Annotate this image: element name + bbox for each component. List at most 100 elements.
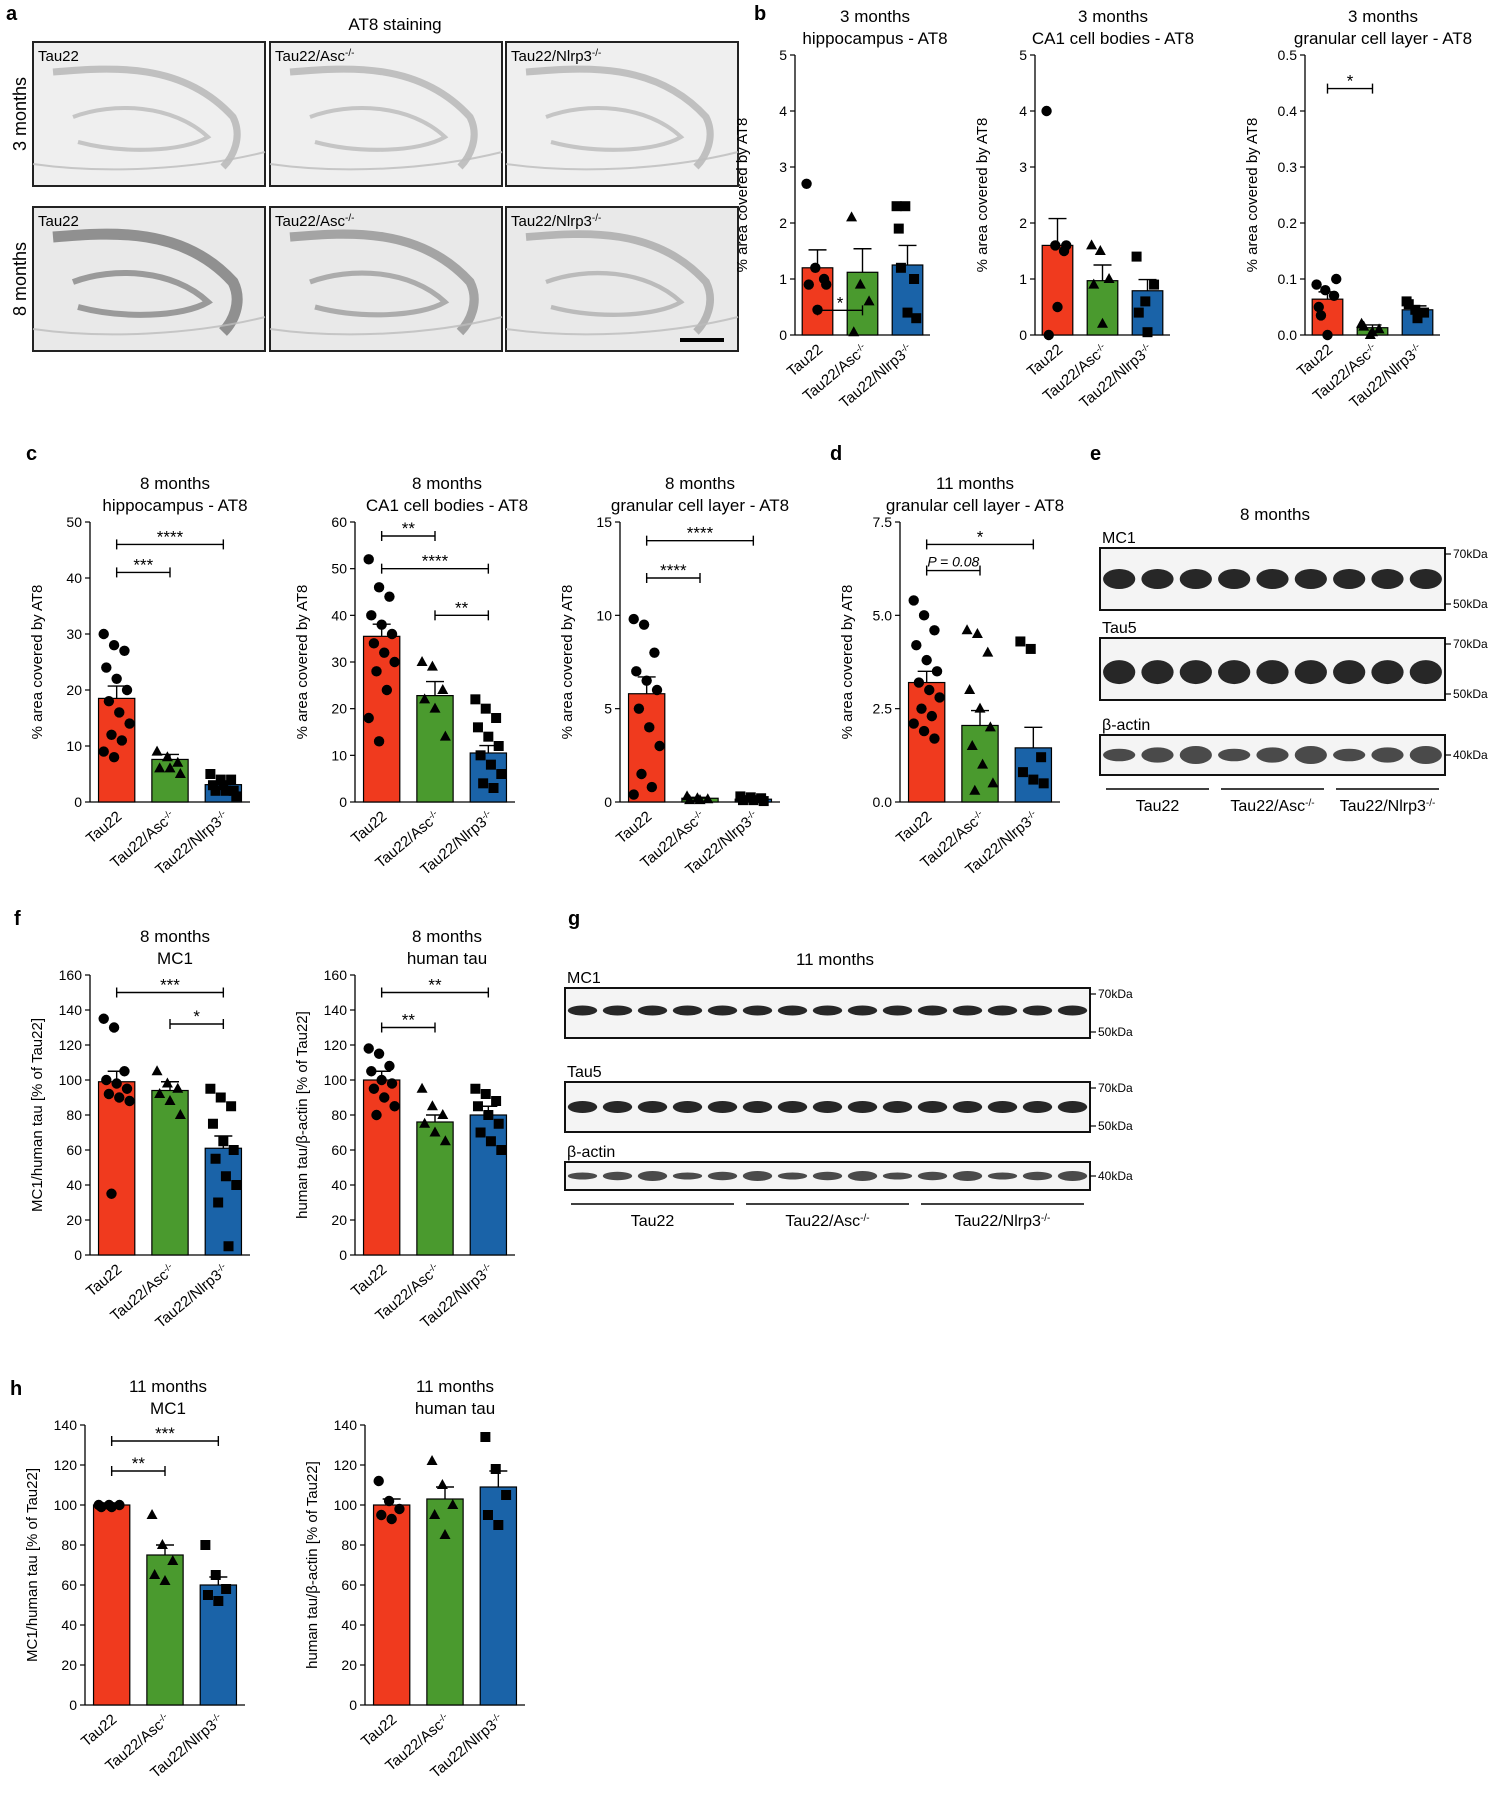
data-point [231, 1180, 242, 1190]
data-point [366, 610, 377, 621]
micrograph-genotype-label: Tau22/Nlrp3-/- [511, 213, 601, 231]
data-point [111, 673, 122, 684]
blot-band [987, 1172, 1018, 1180]
data-point [748, 795, 759, 806]
data-point [228, 1145, 239, 1155]
panel-label-e: e [1090, 443, 1101, 465]
data-point [1140, 296, 1151, 307]
blot-band [1141, 747, 1174, 763]
data-point [381, 684, 393, 696]
data-point [103, 1088, 115, 1100]
data-point [924, 684, 935, 696]
data-point [164, 762, 176, 773]
data-point [974, 702, 986, 713]
y-tick-label: 40 [61, 1617, 77, 1633]
y-tick-label: 120 [54, 1457, 78, 1473]
blot-band [1256, 569, 1289, 589]
blot-band [777, 1172, 808, 1180]
panel-a-row-label: 8 months [10, 242, 30, 316]
y-tick-label: 0 [74, 1247, 82, 1263]
y-tick-label: 15 [596, 514, 612, 530]
y-tick-label: 0.0 [873, 794, 893, 810]
blot-band [1179, 569, 1212, 589]
y-tick-label: 20 [341, 1657, 357, 1673]
y-tick-label: 0 [349, 1697, 357, 1713]
data-point [218, 1136, 229, 1147]
data-point [485, 759, 496, 770]
data-point [1367, 326, 1378, 337]
y-tick-label: 20 [66, 682, 82, 698]
blot-kda-marker: 50kDa [1098, 1119, 1133, 1133]
y-tick-label: 60 [341, 1577, 357, 1593]
x-tick-label: Tau22 [83, 1261, 125, 1300]
y-tick-label: 5 [1019, 47, 1027, 63]
data-point [931, 666, 943, 677]
x-tick-label: Tau22 [613, 808, 655, 847]
data-point [483, 1110, 494, 1120]
blot-band [917, 1171, 948, 1181]
blot-band [1179, 660, 1212, 685]
data-point [470, 694, 481, 705]
blot-kda-marker: 70kDa [1098, 1081, 1133, 1095]
data-point [1328, 290, 1340, 301]
blot-band [1218, 660, 1251, 685]
data-point [210, 1153, 221, 1164]
y-tick-label: 140 [54, 1417, 78, 1433]
blot-band [1294, 569, 1327, 589]
y-tick-label: 160 [59, 967, 83, 983]
y-tick-label: 60 [61, 1577, 77, 1593]
data-point [1373, 323, 1385, 334]
data-point [916, 703, 927, 714]
significance-label: ** [402, 519, 416, 538]
data-point [1036, 752, 1047, 763]
y-tick-label: 120 [324, 1037, 348, 1053]
blot-band [1409, 569, 1442, 589]
panel-label-c: c [26, 443, 37, 465]
data-point [106, 1501, 117, 1513]
chart-title: 8 months [140, 474, 210, 493]
data-point [371, 666, 382, 677]
data-point [987, 777, 999, 788]
chart-title: MC1 [157, 949, 193, 968]
panel-label-d: d [830, 443, 842, 465]
data-point [493, 741, 504, 751]
blot-kda-marker: 50kDa [1453, 687, 1488, 701]
micrograph-genotype-label: Tau22 [38, 48, 79, 65]
blot-title: 8 months [1240, 505, 1310, 524]
chart-f2: 8 months human tau 0 20 40 60 80 100 120 140 160 hu… [294, 927, 515, 1332]
data-point [921, 654, 932, 666]
data-point [846, 211, 858, 222]
blot-band [1218, 748, 1251, 762]
data-point [124, 1095, 135, 1107]
data-point [426, 660, 438, 671]
blot-band [917, 1005, 948, 1016]
blot-kda-marker: 70kDa [1098, 987, 1133, 1001]
data-point [389, 1101, 400, 1112]
data-point [488, 783, 499, 793]
y-axis-label: MC1/human tau [% of Tau22] [29, 1018, 46, 1212]
blot-row-label: MC1 [1102, 530, 1136, 547]
data-point [101, 662, 112, 673]
data-point [205, 1083, 216, 1094]
blot-band [1022, 1171, 1053, 1181]
data-point [436, 1479, 448, 1489]
chart-title: 3 months [840, 7, 910, 26]
data-point [368, 638, 380, 649]
data-point [149, 1569, 161, 1579]
y-tick-label: 0 [339, 1247, 347, 1263]
chart-title: 3 months [1348, 7, 1418, 26]
blot-band [847, 1171, 878, 1181]
data-point [641, 675, 652, 686]
chart-title: 11 months [936, 474, 1014, 493]
y-tick-label: 7.5 [873, 514, 893, 530]
data-point [394, 1503, 405, 1515]
data-point [485, 1136, 496, 1147]
blot-band [567, 1005, 598, 1016]
y-tick-label: 40 [66, 1177, 82, 1193]
chart-d1: 11 months granular cell layer - AT8 0.0 2.5… [839, 474, 1064, 879]
data-point [803, 279, 814, 290]
data-point [439, 1135, 451, 1146]
data-point [373, 582, 385, 593]
data-point [210, 785, 221, 796]
y-tick-label: 0 [779, 327, 787, 343]
